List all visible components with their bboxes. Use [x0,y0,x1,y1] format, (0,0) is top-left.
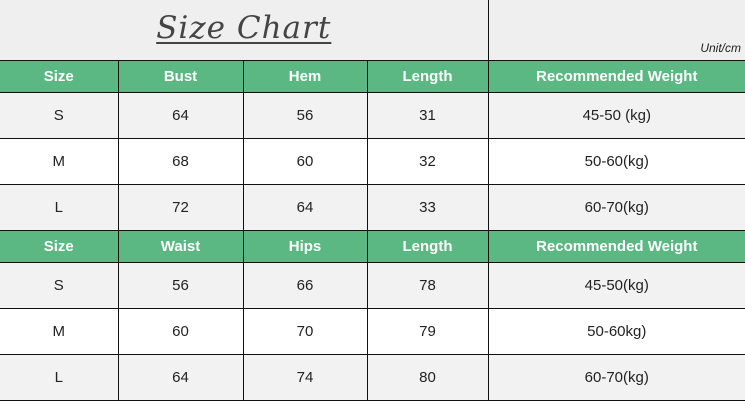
table-row: M 68 60 32 50-60(kg) [0,138,745,185]
table-cell: 66 [242,262,368,309]
table-cell: L [0,184,119,231]
table-cell: 50-60kg) [487,308,745,355]
table-row: S 64 56 31 45-50 (kg) [0,92,745,139]
table-cell: S [0,92,119,139]
table-cell: 64 [117,92,244,139]
chart-title: Size Chart [156,10,332,46]
column-header: Recommended Weight [487,60,745,93]
table-cell: 56 [242,92,368,139]
table-cell: 64 [242,184,368,231]
table-cell: 32 [366,138,489,185]
column-header: Hem [242,60,368,93]
column-header: Waist [117,230,244,263]
column-header: Size [0,60,119,93]
table-cell: 56 [117,262,244,309]
table-cell: 50-60(kg) [487,138,745,185]
table-row: L 64 74 80 60-70(kg) [0,354,745,401]
table-cell: 78 [366,262,489,309]
table-cell: M [0,138,119,185]
unit-cell: Unit/cm [487,0,745,61]
table-cell: 60 [117,308,244,355]
column-header: Hips [242,230,368,263]
table-cell: 80 [366,354,489,401]
unit-label: Unit/cm [700,41,742,55]
size-chart-table: Size Chart Unit/cm Size Bust Hem Length Reco… [0,0,745,401]
table-cell: 31 [366,92,489,139]
table-cell: 64 [117,354,244,401]
table-cell: S [0,262,119,309]
table-cell: 68 [117,138,244,185]
table-cell: 45-50 (kg) [487,92,745,139]
table-cell: 72 [117,184,244,231]
title-row: Size Chart Unit/cm [0,0,745,61]
column-header: Recommended Weight [487,230,745,263]
column-header: Size [0,230,119,263]
table-cell: M [0,308,119,355]
table-cell: 60-70(kg) [487,184,745,231]
header-row: Size Waist Hips Length Recommended Weight [0,230,745,263]
title-cell: Size Chart [0,0,489,61]
table-cell: 79 [366,308,489,355]
table-row: S 56 66 78 45-50(kg) [0,262,745,309]
table-row: M 60 70 79 50-60kg) [0,308,745,355]
column-header: Length [366,60,489,93]
header-row: Size Bust Hem Length Recommended Weight [0,60,745,93]
table-cell: 33 [366,184,489,231]
table-cell: 74 [242,354,368,401]
table-row: L 72 64 33 60-70(kg) [0,184,745,231]
table-cell: 45-50(kg) [487,262,745,309]
table-cell: 60-70(kg) [487,354,745,401]
column-header: Bust [117,60,244,93]
table-cell: 60 [242,138,368,185]
table-cell: L [0,354,119,401]
column-header: Length [366,230,489,263]
table-cell: 70 [242,308,368,355]
